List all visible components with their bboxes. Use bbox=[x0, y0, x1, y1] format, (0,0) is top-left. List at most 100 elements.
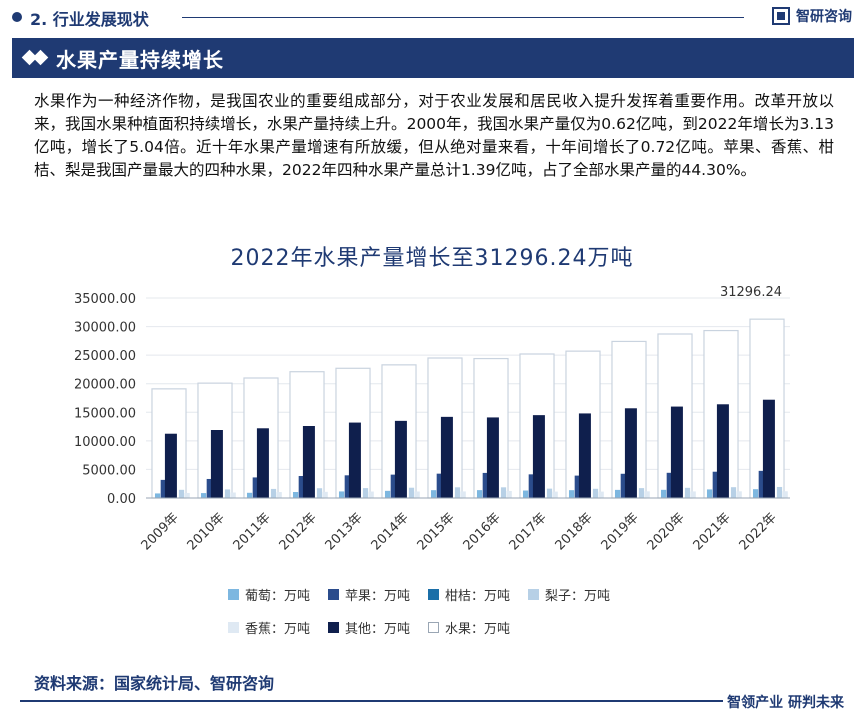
section-bullet-icon bbox=[12, 12, 22, 22]
bar-other bbox=[348, 422, 361, 498]
footer-slogan: 智领产业 研判未来 bbox=[723, 692, 848, 712]
legend-swatch bbox=[328, 589, 340, 600]
bar-banana bbox=[644, 491, 650, 498]
x-tick-label: 2018年 bbox=[553, 510, 596, 553]
x-tick-label: 2019年 bbox=[599, 510, 642, 553]
title-banner: 水果产量持续增长 bbox=[12, 38, 854, 78]
bar-apple bbox=[160, 479, 166, 498]
bar-other bbox=[394, 420, 407, 498]
bar-apple bbox=[574, 475, 580, 498]
bar-pear bbox=[316, 488, 323, 498]
bar-banana bbox=[368, 491, 374, 498]
bar-pear bbox=[178, 489, 185, 498]
chart-legend: 葡萄：万吨 苹果：万吨 柑桔：万吨 梨子：万吨 香蕉：万吨 其他：万吨 水果：万吨 bbox=[228, 585, 688, 651]
bar-grape bbox=[338, 491, 345, 498]
bar-pear bbox=[500, 487, 507, 498]
legend-swatch bbox=[228, 622, 239, 633]
bar-grape bbox=[246, 492, 253, 498]
bar-pear bbox=[684, 487, 691, 498]
bar-other bbox=[486, 417, 499, 498]
bar-other bbox=[578, 413, 591, 498]
bar-grape bbox=[384, 490, 391, 498]
bar-banana bbox=[598, 491, 604, 498]
bar-other bbox=[302, 426, 315, 498]
legend-label: 香蕉：万吨 bbox=[245, 622, 311, 637]
bar-apple bbox=[206, 478, 212, 498]
x-tick-label: 2010年 bbox=[185, 510, 228, 553]
x-tick-label: 2011年 bbox=[231, 510, 274, 553]
bar-grape bbox=[706, 489, 713, 498]
bar-other bbox=[532, 415, 545, 498]
bar-apple bbox=[666, 472, 672, 498]
x-tick-label: 2013年 bbox=[323, 510, 366, 553]
bar-grape bbox=[660, 489, 667, 498]
bar-apple bbox=[528, 474, 534, 498]
y-tick-label: 10000.00 bbox=[74, 435, 136, 450]
bar-banana bbox=[184, 492, 190, 498]
banner-title: 水果产量持续增长 bbox=[56, 47, 224, 72]
x-tick-label: 2020年 bbox=[645, 510, 688, 553]
chart-container: 2022年水果产量增长至31296.24万吨 35000.00 30000.00 2… bbox=[0, 230, 864, 660]
legend-swatch bbox=[328, 622, 340, 633]
footer-rule bbox=[20, 700, 844, 702]
legend-item: 梨子：万吨 bbox=[528, 585, 610, 604]
legend-swatch bbox=[228, 589, 239, 600]
bar-apple bbox=[298, 476, 304, 498]
bar-apple bbox=[712, 471, 718, 498]
y-tick-label: 25000.00 bbox=[74, 349, 136, 364]
top-header: 2. 行业发展现状 智研咨询 bbox=[0, 0, 864, 34]
legend-label: 葡萄：万吨 bbox=[245, 589, 311, 604]
x-tick-label: 2021年 bbox=[691, 510, 734, 553]
bar-other bbox=[210, 430, 223, 498]
bar-other bbox=[716, 404, 729, 498]
x-tick-label: 2012年 bbox=[277, 510, 320, 553]
x-tick-label: 2022年 bbox=[737, 510, 780, 553]
x-tick-label: 2016年 bbox=[461, 510, 504, 553]
bar-pear bbox=[592, 488, 599, 498]
bar-grape bbox=[522, 490, 529, 498]
bar-other bbox=[164, 433, 177, 498]
x-tick-label: 2014年 bbox=[369, 510, 412, 553]
legend-item: 其他：万吨 bbox=[328, 618, 410, 637]
y-tick-label: 35000.00 bbox=[74, 292, 136, 307]
bar-pear bbox=[224, 489, 231, 498]
legend-swatch bbox=[428, 589, 440, 600]
bar-apple bbox=[390, 474, 396, 498]
bar-grape bbox=[200, 493, 207, 498]
legend-label: 柑桔：万吨 bbox=[445, 589, 511, 604]
legend-label: 梨子：万吨 bbox=[545, 589, 611, 604]
data-label-2022: 31296.24 bbox=[720, 285, 782, 300]
bar-banana bbox=[782, 491, 788, 498]
legend-label: 其他：万吨 bbox=[345, 622, 411, 637]
source-note: 资料来源：国家统计局、智研咨询 bbox=[34, 674, 275, 693]
bar-grape bbox=[430, 490, 437, 498]
bar-pear bbox=[270, 488, 277, 498]
bar-pear bbox=[776, 486, 783, 498]
bar-grape bbox=[568, 490, 575, 498]
bar-pear bbox=[546, 488, 553, 498]
bar-other bbox=[440, 416, 453, 498]
bar-banana bbox=[414, 491, 420, 498]
legend-item: 葡萄：万吨 bbox=[228, 585, 310, 604]
legend-label: 苹果：万吨 bbox=[345, 589, 411, 604]
bar-other bbox=[624, 408, 637, 498]
bar-chart: 35000.00 30000.00 25000.00 20000.00 15000.00… bbox=[74, 285, 790, 553]
bar-apple bbox=[252, 477, 258, 498]
legend-label: 水果：万吨 bbox=[445, 622, 511, 637]
section-heading: 2. 行业发展现状 bbox=[30, 10, 149, 29]
bar-grape bbox=[154, 493, 161, 498]
bar-banana bbox=[322, 491, 328, 498]
chart-title: 2022年水果产量增长至31296.24万吨 bbox=[230, 246, 634, 271]
legend-item: 柑桔：万吨 bbox=[428, 585, 510, 604]
y-tick-label: 0.00 bbox=[107, 492, 136, 507]
body-paragraph: 水果作为一种经济作物，是我国农业的重要组成部分，对于农业发展和居民收入提升发挥着… bbox=[34, 92, 834, 179]
bar-banana bbox=[552, 491, 558, 498]
bar-pear bbox=[730, 487, 737, 498]
legend-swatch bbox=[528, 589, 540, 600]
x-tick-label: 2015年 bbox=[415, 510, 458, 553]
brand-logo-icon bbox=[772, 7, 790, 25]
legend-item: 水果：万吨 bbox=[428, 618, 510, 637]
bar-apple bbox=[758, 470, 764, 498]
bar-banana bbox=[690, 491, 696, 498]
bar-apple bbox=[482, 472, 488, 498]
